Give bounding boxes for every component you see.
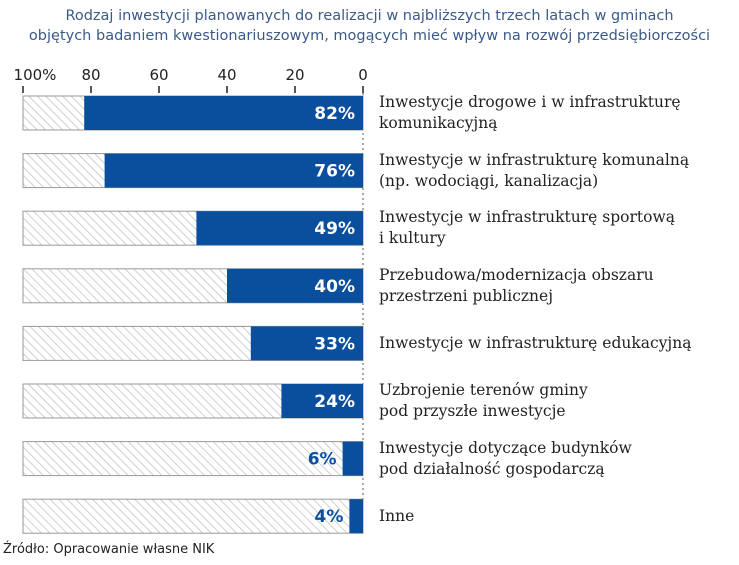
category-label: Inwestycje w infrastrukturę sportową i ku… — [379, 207, 734, 249]
title-line-2: objętych badaniem kwestionariuszowym, mo… — [28, 28, 711, 44]
data-label: 40% — [314, 277, 355, 297]
data-label: 76% — [314, 162, 355, 182]
category-label-line: Uzbrojenie terenów gminy — [379, 381, 588, 399]
bar-remainder — [22, 441, 364, 477]
category-label: Przebudowa/modernizacja obszaru przestrze… — [379, 265, 734, 307]
category-label-line: i kultury — [379, 229, 446, 248]
axis-tick-label: 100% — [14, 66, 57, 84]
category-label: Inne — [379, 506, 734, 527]
category-label-line: Inwestycje w infrastrukturę edukacyjną — [379, 333, 692, 352]
category-label-line: Inwestycje w infrastrukturę komunalną — [379, 150, 690, 169]
category-label-line: Inwestycje w infrastrukturę sportową — [379, 208, 675, 227]
bar — [104, 153, 363, 188]
bar — [349, 499, 363, 534]
category-label-line: pod przyszłe inwestycje — [379, 402, 566, 420]
axis-tick-label: 0 — [358, 66, 368, 84]
bar — [196, 211, 363, 246]
data-label: 82% — [314, 104, 355, 124]
axis-tick-label: 20 — [285, 66, 304, 84]
chart-title: Rodzaj inwestycji planowanych do realiza… — [0, 6, 739, 46]
category-label-line: komunikacyjną — [379, 114, 498, 132]
category-label-line: Inne — [379, 506, 415, 525]
category-label: Inwestycje drogowe i w infrastrukturę kom… — [379, 92, 734, 134]
category-label: Inwestycje w infrastrukturę komunalną (np… — [379, 150, 734, 192]
axis-tick-label: 60 — [149, 66, 168, 84]
category-label-line: Przebudowa/modernizacja obszaru — [379, 265, 654, 284]
bar — [250, 326, 363, 361]
category-label-line: Inwestycje drogowe i w infrastrukturę — [379, 93, 681, 111]
category-label-line: przestrzeni publicznej — [379, 286, 554, 305]
category-label: Uzbrojenie terenów gminy pod przyszłe inw… — [379, 380, 734, 422]
bar — [342, 441, 363, 476]
axis-tick-label: 80 — [81, 66, 100, 84]
data-label: 6% — [308, 450, 337, 470]
data-label: 49% — [314, 219, 355, 239]
category-label-line: (np. wodociągi, kanalizacja) — [379, 171, 599, 190]
bar-remainder — [22, 498, 364, 534]
category-label: Inwestycje w infrastrukturę edukacyjną — [379, 333, 734, 354]
axis-tick-label: 40 — [217, 66, 236, 84]
source-note: Źródło: Opracowanie własne NIK — [3, 542, 215, 557]
bar — [84, 96, 363, 130]
category-label-line: pod działalność gospodarczą — [379, 459, 605, 478]
title-line-1: Rodzaj inwestycji planowanych do realiza… — [65, 8, 674, 24]
category-label: Inwestycje dotyczące budynków pod działal… — [379, 438, 734, 480]
data-label: 33% — [314, 334, 355, 354]
bar — [281, 384, 363, 418]
category-label-line: Inwestycje dotyczące budynków — [379, 438, 632, 457]
data-label: 24% — [314, 392, 355, 412]
data-label: 4% — [315, 507, 344, 527]
bar — [227, 268, 363, 303]
